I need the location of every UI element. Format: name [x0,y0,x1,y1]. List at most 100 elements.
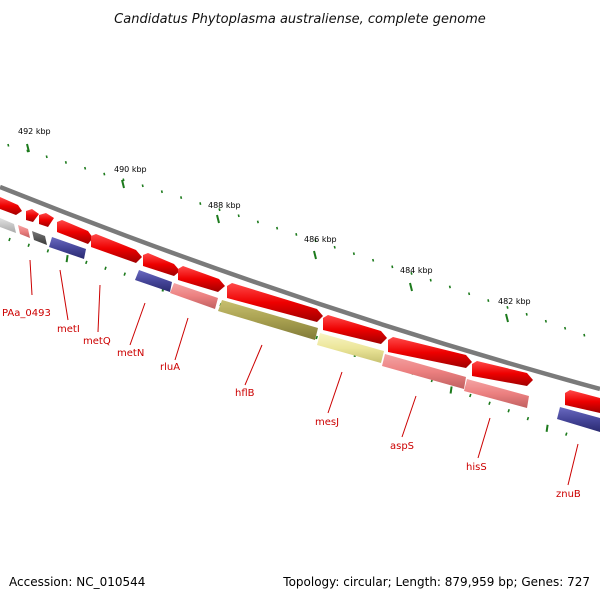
callout-line [29,259,33,296]
minor-tick [314,239,317,243]
callout-line [567,443,579,486]
forward-strand-genes [0,197,600,413]
accession-text: Accession: NC_010544 [9,575,145,589]
forward-gene [91,234,142,263]
reverse-gene [135,270,172,292]
lower-minor-tick [526,416,530,421]
major-tick [409,282,413,292]
minor-tick [7,143,10,147]
lower-minor-tick [104,266,107,270]
forward-gene [227,283,323,322]
minor-tick [160,190,163,194]
kbp-label: 492 kbp [18,127,51,136]
lower-major-tick [545,424,549,432]
forward-gene [0,197,22,215]
minor-tick [103,172,106,176]
major-tick [26,143,30,153]
lower-minor-tick [27,243,30,247]
major-ticks [26,143,509,323]
lower-minor-tick [8,237,11,242]
minor-tick [256,220,259,224]
minor-tick [525,312,528,316]
minor-tick [583,333,586,337]
minor-tick [429,278,432,282]
reverse-gene [382,354,466,389]
lower-minor-tick [123,272,126,276]
reverse-gene [218,300,318,340]
minor-tick [218,208,221,212]
forward-gene [39,213,54,227]
kbp-label: 482 kbp [498,297,531,306]
callout-line [59,269,69,321]
minor-tick [564,326,567,330]
major-tick [121,179,125,189]
kbp-label: 490 kbp [114,165,147,174]
reverse-gene [170,283,218,309]
gene-label: hflB [235,388,255,399]
gene-label: hisS [466,462,487,473]
lower-minor-tick [507,409,510,413]
lower-minor-tick [315,335,318,340]
minor-tick [333,245,336,249]
minor-tick [180,196,183,199]
forward-gene [565,390,600,413]
gene-label: znuB [556,489,581,500]
minor-tick [84,166,87,170]
genome-backbone [0,184,600,392]
callout-line [97,284,101,333]
gene-callouts [29,259,579,486]
forward-gene [26,209,39,222]
map-title: Candidatus Phytoplasma australiense, com… [114,12,486,27]
callout-line [129,302,146,346]
forward-gene [323,315,387,344]
minor-tick [544,319,547,323]
gene-label: mesJ [315,417,339,428]
minor-tick [122,178,125,182]
forward-gene [143,253,180,276]
reverse-strand-genes [0,218,600,432]
major-tick [505,313,509,323]
lower-major-tick [65,254,69,263]
kbp-label: 488 kbp [208,201,241,210]
forward-gene [178,266,225,292]
lower-minor-tick [488,401,491,405]
gene-label: aspS [390,441,414,452]
minor-tick [64,161,67,164]
minor-tick [141,184,144,188]
gene-label: metQ [83,336,111,347]
callout-line [477,417,491,459]
kbp-label: 484 kbp [400,266,433,275]
kbp-label: 486 kbp [304,235,337,244]
forward-gene [388,337,472,368]
minor-tick [372,258,375,262]
lower-minor-tick [46,249,50,253]
major-tick [216,214,220,224]
callout-line [174,317,189,361]
minor-tick [410,272,413,275]
reverse-gene [18,225,30,238]
callout-line [401,395,417,438]
reverse-gene [557,407,600,432]
gene-label: PAa_0493 [2,308,51,319]
minor-tick [199,202,202,205]
minor-tick [45,155,48,159]
minor-tick [448,285,451,289]
lower-minor-tick [469,393,472,398]
reverse-gene [0,218,16,233]
reverse-gene [317,333,384,363]
minor-tick [295,233,298,236]
lower-minor-tick [85,260,88,265]
major-tick [313,250,317,260]
minor-tick [391,265,394,269]
minor-tick [352,252,355,256]
reverse-gene [32,231,47,245]
lower-minor-tick [565,432,568,436]
reverse-gene [49,237,86,259]
gene-label: metI [57,324,80,335]
minor-tick [468,292,471,296]
minor-tick [276,226,279,230]
forward-gene [57,220,93,244]
reverse-gene [464,379,529,408]
gene-label: metN [117,348,144,359]
